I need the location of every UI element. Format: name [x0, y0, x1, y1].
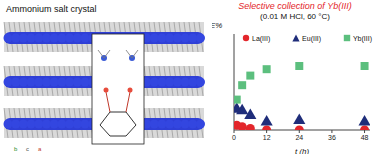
- html-text:(0.01 M HCl, 60 °C): (0.01 M HCl, 60 °C): [260, 12, 330, 21]
- svg-text:24: 24: [295, 134, 303, 141]
- svg-text:Ammonium salt crystal: Ammonium salt crystal: [8, 4, 97, 14]
- svg-text:12: 12: [263, 134, 271, 141]
- svg-text:c: c: [26, 146, 29, 152]
- svg-text:a: a: [38, 146, 42, 152]
- svg-text:36: 36: [328, 134, 336, 141]
- svg-text:48: 48: [361, 134, 369, 141]
- html-text:Yb(III): Yb(III): [352, 34, 372, 42]
- html-text:Eu(III): Eu(III): [302, 34, 322, 42]
- html-text:La(III): La(III): [252, 34, 271, 42]
- html-text:Selective collection of Yb(III: Selective collection of Yb(III): [238, 1, 352, 11]
- svg-text:0: 0: [232, 134, 236, 141]
- svg-text:b: b: [14, 146, 18, 152]
- svg-text:E%: E%: [212, 22, 222, 30]
- svg-text:t (h): t (h): [295, 147, 310, 154]
